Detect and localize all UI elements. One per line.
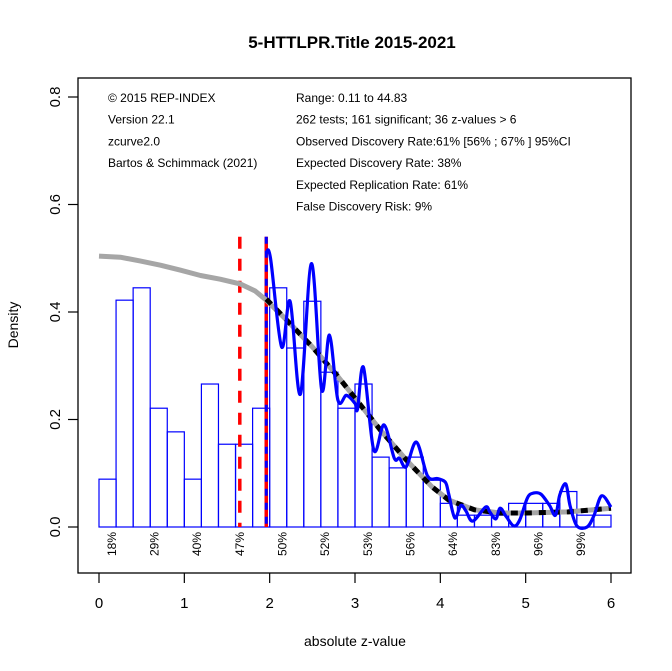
power-label: 96% bbox=[531, 532, 545, 556]
histogram-bar bbox=[149, 407, 168, 528]
power-label: 40% bbox=[190, 532, 204, 556]
y-tick-label: 0.0 bbox=[47, 517, 64, 538]
power-label: 18% bbox=[105, 532, 119, 556]
annotation-right-line: Expected Discovery Rate: 38% bbox=[296, 156, 462, 170]
histogram-bar bbox=[166, 431, 185, 528]
power-label: 53% bbox=[361, 532, 375, 556]
y-tick-label: 0.4 bbox=[47, 302, 64, 323]
power-label: 64% bbox=[446, 532, 460, 556]
x-tick-label: 0 bbox=[95, 595, 103, 612]
x-axis: 0 1 2 3 4 5 6 bbox=[95, 573, 615, 612]
power-label: 83% bbox=[489, 532, 503, 556]
x-tick-label: 4 bbox=[436, 595, 444, 612]
power-label: 52% bbox=[318, 532, 332, 556]
annotation-left-line: zcurve2.0 bbox=[108, 134, 160, 148]
histogram-bar bbox=[217, 443, 237, 528]
histogram-bar bbox=[593, 514, 612, 528]
annotation-left-line: Version 22.1 bbox=[108, 113, 175, 127]
annotations-left: © 2015 REP-INDEX Version 22.1 zcurve2.0 Bar… bbox=[108, 91, 257, 170]
y-axis: 0.0 0.2 0.4 0.6 0.8 bbox=[47, 87, 78, 538]
histogram-bar bbox=[320, 371, 339, 528]
power-label: 47% bbox=[233, 532, 247, 556]
y-tick-label: 0.6 bbox=[47, 194, 64, 215]
annotation-right-line: Expected Replication Rate: 61% bbox=[296, 178, 468, 192]
annotations-right: Range: 0.11 to 44.83 262 tests; 161 signi… bbox=[296, 91, 571, 214]
kernel-density-line bbox=[264, 248, 613, 531]
annotation-right-line: Range: 0.11 to 44.83 bbox=[296, 91, 408, 105]
histogram-bar bbox=[98, 478, 117, 528]
model-fit-significant-line bbox=[264, 297, 612, 516]
annotation-left-line: © 2015 REP-INDEX bbox=[108, 91, 216, 105]
histogram-bar bbox=[388, 467, 407, 528]
x-tick-label: 1 bbox=[180, 595, 188, 612]
histogram-bar bbox=[115, 299, 134, 528]
x-tick-label: 5 bbox=[521, 595, 529, 612]
x-tick-label: 3 bbox=[351, 595, 359, 612]
power-label: 29% bbox=[147, 532, 161, 556]
y-tick-label: 0.8 bbox=[47, 87, 64, 108]
histogram-bar bbox=[183, 478, 202, 528]
annotation-right-line: 262 tests; 161 significant; 36 z-values … bbox=[296, 113, 517, 127]
x-axis-title: absolute z-value bbox=[304, 633, 406, 649]
power-label: 50% bbox=[275, 532, 289, 556]
density-curves bbox=[98, 248, 613, 531]
histogram-bar bbox=[132, 287, 151, 528]
power-label: 56% bbox=[403, 532, 417, 556]
y-axis-title: Density bbox=[5, 302, 21, 349]
histogram-bar bbox=[371, 456, 390, 528]
power-labels: 18% 29% 40% 47% 50% 52% 53% 56% 64% 83% 96% 99% bbox=[105, 532, 588, 556]
y-tick-label: 0.2 bbox=[47, 409, 64, 430]
histogram-bar bbox=[354, 383, 373, 528]
annotation-right-line: False Discovery Risk: 9% bbox=[296, 200, 432, 214]
annotation-right-line: Observed Discovery Rate:61% [56% ; 67% ]… bbox=[296, 134, 571, 148]
histogram-bar bbox=[200, 383, 220, 528]
chart-title: 5-HTTLPR.Title 2015-2021 bbox=[248, 33, 456, 52]
annotation-left-line: Bartos & Schimmack (2021) bbox=[108, 156, 257, 170]
x-tick-label: 2 bbox=[265, 595, 273, 612]
histogram-bar bbox=[337, 407, 356, 528]
x-tick-label: 6 bbox=[607, 595, 615, 612]
power-label: 99% bbox=[574, 532, 588, 556]
